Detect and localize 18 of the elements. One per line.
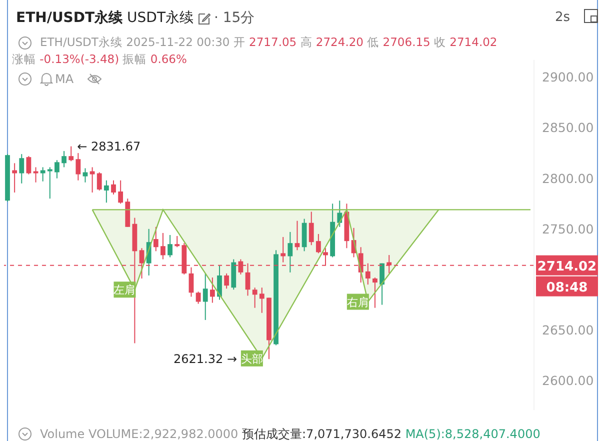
y-tick-label: 2600.00 — [542, 373, 594, 388]
data-label: 头部 — [240, 352, 263, 366]
text: 2s — [555, 10, 570, 25]
data-label: 右肩 — [346, 296, 369, 309]
y-tick-label: 2900.00 — [542, 70, 594, 85]
annotation: 2621.32 → — [174, 352, 237, 366]
annotation: MA — [55, 72, 74, 86]
text: ETH/USDT永续 2025-11-22 00:30 开 2717.05 高 2724.20 低 2706.15 收 2714.02 涨幅 -0.13%(-3.48) 振幅 0.66% — [12, 35, 498, 66]
text: Volume VOLUME:2,922,982.0000 预估成交量:7,071,730.6452 MA(5):8,528,407.4000 — [40, 427, 540, 441]
ref-line-label: 2714.02 — [537, 259, 597, 274]
chart-title: ETH/USDT永续 USDT永续 · 15分 — [16, 10, 255, 26]
y-tick-label: 2750.00 — [542, 221, 594, 236]
annotation: ← 2831.67 — [77, 139, 141, 154]
text: 08:48 — [546, 280, 588, 296]
y-tick-label: 2800.00 — [542, 170, 594, 186]
y-tick-label: 2850.00 — [542, 120, 594, 136]
data-label: 左肩 — [114, 284, 136, 297]
y-tick-label: 2650.00 — [542, 322, 594, 338]
